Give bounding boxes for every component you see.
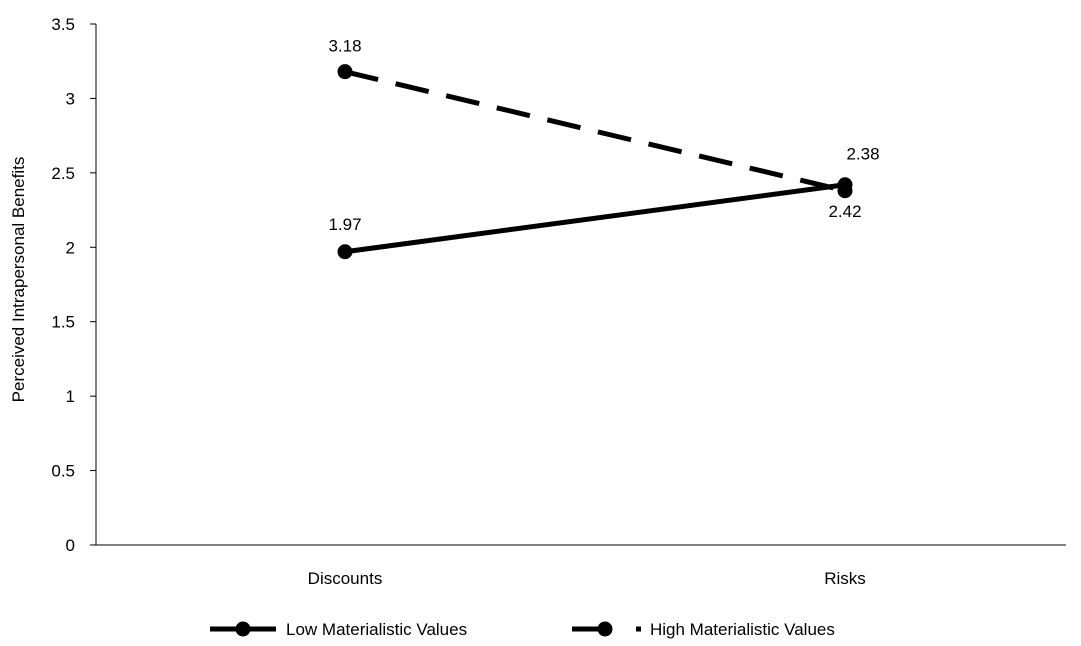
legend-label: Low Materialistic Values	[286, 620, 467, 639]
y-tick-label: 1.5	[51, 313, 75, 332]
data-labels: 1.97 2.42 3.18 2.38	[328, 37, 879, 234]
x-tick-label: Discounts	[308, 569, 383, 588]
y-tick-label: 0.5	[51, 462, 75, 481]
legend-item-high-materialistic-values: High Materialistic Values	[572, 620, 835, 639]
y-tick-label: 3	[66, 89, 75, 108]
y-tick-label: 2	[66, 238, 75, 257]
legend: Low Materialistic Values High Materialist…	[210, 620, 835, 639]
x-ticks: Discounts Risks	[308, 569, 866, 588]
series-line-high-materialistic-values	[344, 69, 846, 194]
data-label: 3.18	[328, 37, 361, 56]
y-tick-label: 3.5	[51, 15, 75, 34]
data-point-low-materialistic-values	[337, 244, 353, 260]
data-label: 2.42	[828, 202, 861, 221]
series-line-low-materialistic-values	[344, 182, 846, 255]
data-point-high-materialistic-values	[837, 183, 853, 199]
y-ticks: 0 0.5 1 1.5 2 2.5 3 3.5	[51, 15, 96, 555]
y-axis-title: Perceived Intrapersonal Benefits	[9, 157, 28, 403]
data-point-high-materialistic-values	[337, 64, 353, 80]
legend-marker	[235, 621, 251, 637]
y-tick-label: 0	[66, 536, 75, 555]
y-tick-label: 1	[66, 387, 75, 406]
x-tick-label: Risks	[824, 569, 866, 588]
data-label: 1.97	[328, 215, 361, 234]
series	[337, 64, 853, 260]
legend-marker	[597, 621, 613, 637]
legend-item-low-materialistic-values: Low Materialistic Values	[210, 620, 467, 639]
legend-label: High Materialistic Values	[650, 620, 835, 639]
data-label: 2.38	[846, 145, 879, 164]
axes	[95, 24, 1066, 546]
y-tick-label: 2.5	[51, 164, 75, 183]
